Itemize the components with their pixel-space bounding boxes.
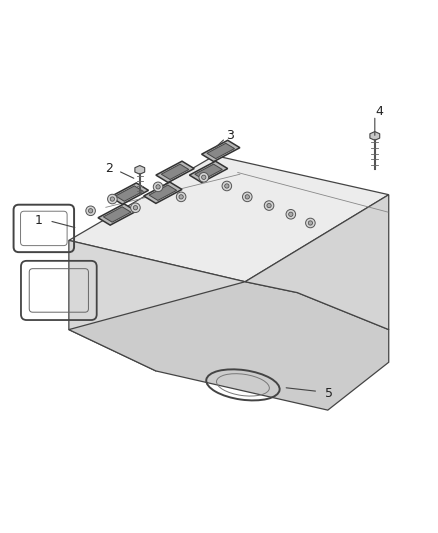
Polygon shape [98,204,136,225]
Polygon shape [69,156,389,282]
Circle shape [289,212,293,216]
Circle shape [88,208,93,213]
Polygon shape [370,132,380,140]
Circle shape [199,173,208,182]
Circle shape [153,182,163,192]
Circle shape [177,192,186,201]
Polygon shape [207,143,234,159]
Circle shape [179,195,183,199]
Circle shape [306,218,315,228]
Circle shape [201,175,206,180]
Circle shape [245,195,250,199]
Polygon shape [161,164,189,180]
Circle shape [225,184,229,188]
Circle shape [110,197,114,201]
Text: 2: 2 [106,162,113,175]
Text: 5: 5 [325,387,333,400]
Circle shape [243,192,252,201]
Circle shape [131,203,140,213]
Circle shape [308,221,313,225]
Polygon shape [144,182,182,204]
Polygon shape [103,207,131,222]
Circle shape [156,185,160,189]
Circle shape [133,206,138,210]
Polygon shape [69,240,245,371]
Text: 1: 1 [35,214,42,227]
Polygon shape [189,161,228,182]
Polygon shape [116,186,143,201]
Polygon shape [245,195,389,329]
Circle shape [267,204,271,208]
Circle shape [108,194,117,204]
Polygon shape [110,183,148,204]
Text: 3: 3 [226,130,234,142]
Polygon shape [201,140,240,161]
Circle shape [222,181,232,191]
Polygon shape [149,185,177,200]
Circle shape [86,206,95,215]
Polygon shape [69,282,389,410]
Circle shape [264,201,274,211]
Polygon shape [135,166,145,174]
Polygon shape [156,161,194,182]
Polygon shape [195,164,223,180]
Circle shape [286,209,296,219]
Text: 4: 4 [375,106,383,118]
